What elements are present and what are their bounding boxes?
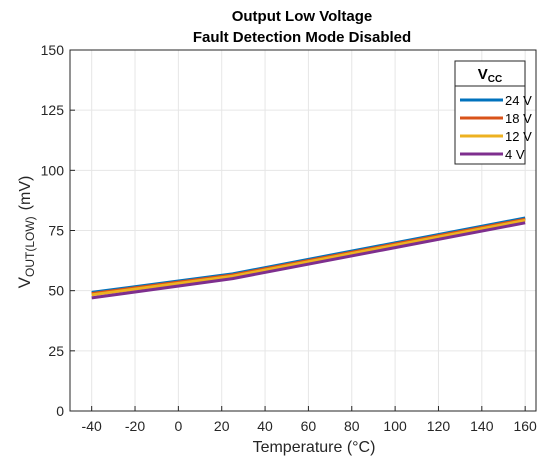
- x-tick-label: 80: [344, 418, 360, 434]
- legend-title-box: [454, 60, 526, 87]
- chart-subtitle: Fault Detection Mode Disabled: [193, 29, 411, 46]
- x-tick-label: -40: [82, 418, 102, 434]
- y-tick-label: 150: [41, 42, 65, 58]
- series-line-3: [91, 221, 526, 300]
- y-tick-label: 0: [56, 403, 64, 419]
- y-tick-label: 25: [48, 343, 64, 359]
- x-tick-label: 100: [383, 418, 407, 434]
- y-axis-label-main: V: [15, 276, 34, 288]
- chart-title: Output Low Voltage: [232, 8, 373, 25]
- y-axis-ticks: 0 25 50 75 100 125 150: [41, 42, 75, 419]
- x-tick-label: 120: [427, 418, 451, 434]
- x-axis-label: Temperature (°C): [253, 439, 376, 456]
- x-tick-label: 0: [174, 418, 182, 434]
- y-axis-label: VOUT(LOW) (mV): [15, 176, 37, 289]
- legend-label-2: 12 V: [505, 129, 532, 144]
- x-tick-label: -20: [125, 418, 145, 434]
- legend-label-3: 4 V: [505, 147, 525, 162]
- x-tick-label: 60: [301, 418, 317, 434]
- y-tick-label: 125: [41, 102, 65, 118]
- x-tick-label: 20: [214, 418, 230, 434]
- series-line-2: [91, 218, 526, 297]
- grid: [70, 49, 536, 412]
- legend-label-0: 24 V: [505, 93, 532, 108]
- y-tick-label: 100: [41, 162, 65, 178]
- legend-items: 24 V 18 V 12 V 4 V: [460, 93, 532, 162]
- legend-title-main: V: [478, 66, 488, 83]
- legend-title-sub: CC: [488, 74, 502, 85]
- x-tick-label: 40: [257, 418, 273, 434]
- x-axis-ticks: -40 -20 0 20 40 60 80 100 120 140 160: [82, 406, 537, 434]
- legend-title: VCC: [478, 66, 502, 85]
- series-lines: [91, 216, 526, 300]
- y-axis-label-sub: OUT(LOW): [23, 216, 37, 277]
- y-tick-label: 50: [48, 283, 64, 299]
- x-tick-label: 140: [470, 418, 494, 434]
- y-tick-label: 75: [48, 223, 64, 239]
- legend: VCC 24 V 18 V 12 V 4 V: [454, 60, 532, 165]
- legend-label-1: 18 V: [505, 111, 532, 126]
- x-tick-label: 160: [513, 418, 537, 434]
- y-axis-label-unit: (mV): [17, 176, 34, 211]
